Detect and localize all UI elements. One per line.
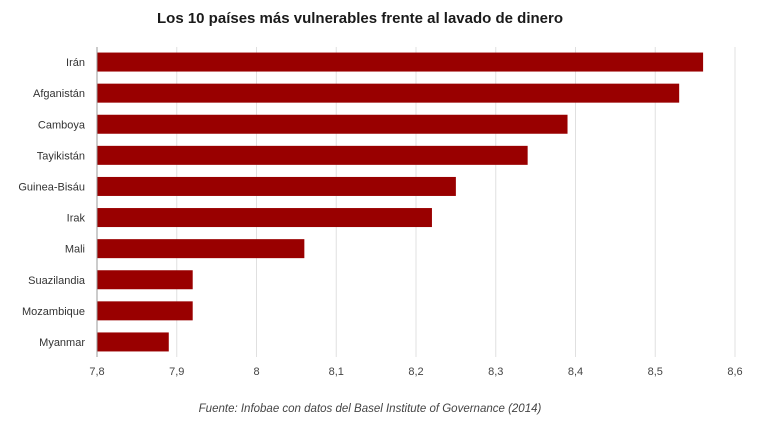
bar: [97, 176, 456, 196]
category-label: Guinea-Bisáu: [18, 181, 85, 193]
bar: [97, 114, 568, 134]
bar: [97, 301, 193, 321]
bars: [97, 52, 704, 352]
gridlines: [176, 47, 736, 357]
category-label: Afganistán: [33, 88, 85, 100]
x-tick-label: 8,5: [648, 366, 663, 378]
category-label: Suazilandia: [28, 275, 86, 287]
category-label: Tayikistán: [37, 150, 85, 162]
bar: [97, 83, 680, 103]
x-tick-label: 8,3: [488, 366, 503, 378]
bar: [97, 52, 704, 72]
x-tick-label: 8,2: [408, 366, 423, 378]
bar: [97, 332, 169, 352]
bar: [97, 270, 193, 290]
x-tick-label: 8: [253, 366, 259, 378]
bar: [97, 208, 432, 228]
x-tick-label: 8,1: [329, 366, 344, 378]
x-tick-label: 7,9: [169, 366, 184, 378]
x-tick-label: 8,4: [568, 366, 583, 378]
bar: [97, 145, 528, 165]
category-labels: Irán Afganistán Camboya Tayikistán Guinea-Bi…: [18, 57, 86, 349]
category-label: Irak: [67, 213, 86, 225]
x-tick-label: 7,8: [89, 366, 104, 378]
category-label: Irán: [66, 57, 85, 69]
chart-title: Los 10 países más vulnerables frente al …: [157, 10, 563, 27]
category-label: Myanmar: [39, 337, 85, 349]
category-label: Mozambique: [22, 306, 85, 318]
category-label: Camboya: [38, 119, 86, 131]
x-tick-label: 8,6: [727, 366, 742, 378]
source-note: Fuente: Infobae con datos del Basel Inst…: [198, 403, 542, 415]
category-label: Mali: [65, 244, 85, 256]
tick-labels: 7,8 7,9 8 8,1 8,2 8,3 8,4 8,5 8,6: [89, 366, 742, 378]
bar: [97, 239, 305, 259]
